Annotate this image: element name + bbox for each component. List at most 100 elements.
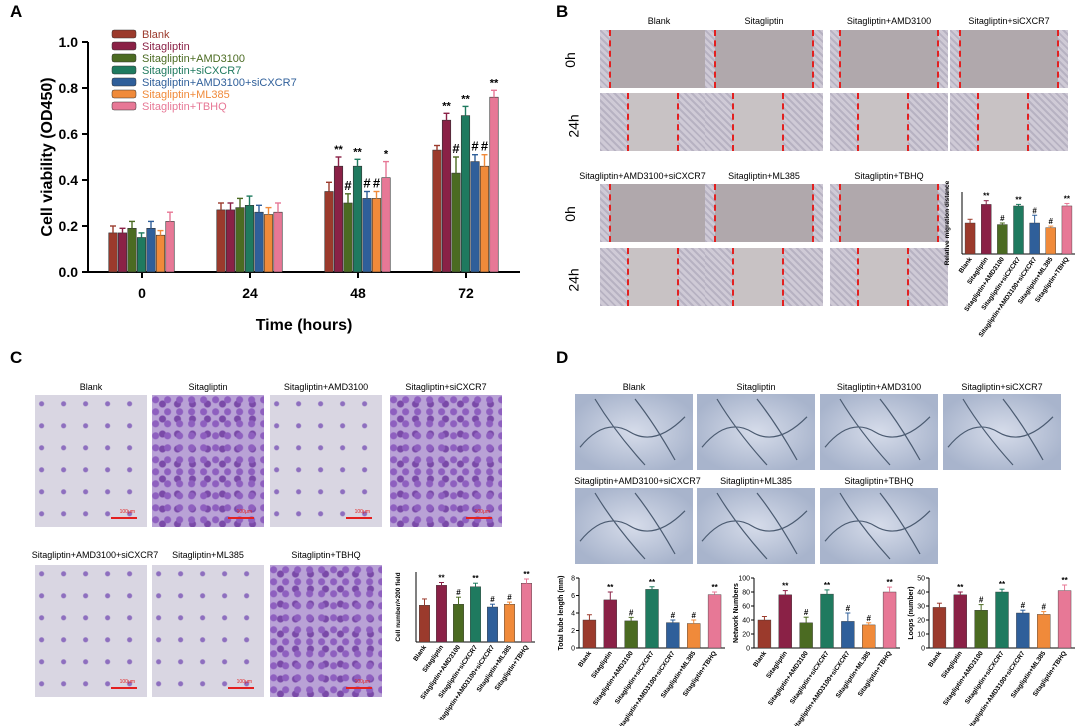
significance-mark: ** [1015, 195, 1022, 204]
significance-mark: # [1041, 603, 1046, 612]
scratch-micrograph [705, 248, 823, 306]
transwell-micrograph: 100μm [35, 565, 147, 697]
significance-mark: # [490, 595, 495, 604]
bar [216, 209, 226, 273]
wound-gap [840, 184, 938, 242]
scratch-micrograph [600, 30, 718, 88]
scratch-micrograph [830, 248, 948, 306]
scale-label: 100μm [236, 679, 252, 685]
tube-micrograph [697, 394, 815, 470]
tube-path [579, 398, 686, 466]
wound-edge-line [677, 248, 679, 306]
wound-edge-line [1027, 93, 1029, 151]
significance-mark: ** [957, 583, 964, 592]
significance-mark: ** [490, 77, 499, 89]
y-tick-label: 2 [571, 628, 575, 635]
bar [1061, 205, 1073, 255]
significance-mark: # [1032, 206, 1037, 215]
wound-edge-line [907, 93, 909, 151]
bar [882, 591, 897, 649]
bar [479, 165, 490, 273]
wound-edge-line [1057, 30, 1059, 88]
significance-mark: # [804, 608, 809, 617]
scratch-micrograph [705, 93, 823, 151]
significance-mark: # [846, 604, 851, 613]
wound-edge-line [857, 248, 859, 306]
transwell-micrograph: 100μm [270, 565, 382, 697]
bar [165, 221, 175, 273]
bar [687, 623, 701, 649]
wound-edge-line [937, 184, 939, 242]
tube-title: Sitagliptin+TBHQ [844, 476, 914, 486]
y-tick-label: 30 [917, 604, 925, 611]
tube-title: Sitagliptin+ML385 [720, 476, 792, 486]
scratch-title: Sitagliptin+siCXCR7 [968, 16, 1050, 26]
y-tick-label: 40 [917, 590, 925, 597]
scratch-title: Sitagliptin+AMD3100+siCXCR7 [579, 171, 706, 181]
bar [997, 224, 1008, 255]
legend-label: Sitagliptin+TBHQ [142, 101, 227, 113]
bar [235, 207, 245, 273]
tube-micrograph [820, 394, 938, 470]
bar [1016, 612, 1030, 649]
scratch-title: Blank [647, 16, 671, 26]
time-row-label: 24h [565, 268, 582, 292]
scale-label: 100μm [354, 679, 370, 685]
scratch-title: Sitagliptin [744, 16, 784, 26]
transwell-micrograph: 100μm [152, 565, 264, 697]
legend-label: Sitagliptin+AMD3100 [142, 53, 245, 65]
scale-label: 100μm [474, 509, 490, 515]
bar [155, 234, 166, 273]
transwell-micrograph: 100μm [35, 395, 147, 527]
significance-mark: # [866, 614, 871, 623]
significance-mark: # [1049, 217, 1054, 226]
y-tick-label: 0.4 [59, 172, 79, 188]
bar [707, 594, 722, 649]
scale-bar [228, 517, 254, 519]
significance-mark: # [979, 596, 984, 605]
wound-gap [858, 248, 908, 306]
bar [453, 604, 464, 643]
tube-micrograph [820, 488, 938, 564]
wound-edge-line [959, 30, 961, 88]
bar [244, 205, 255, 273]
bar [343, 202, 353, 273]
y-axis-label: Cell viability (OD450) [39, 77, 56, 236]
bar [757, 619, 772, 649]
y-tick-label: 1.0 [59, 34, 79, 50]
x-tick-label: 72 [458, 285, 474, 301]
chart-b-migration: Relative migration distanceBlank**Sitagl… [944, 180, 1075, 339]
legend-swatch [111, 53, 137, 63]
wound-edge-line [609, 184, 611, 242]
significance-mark: # [691, 611, 696, 620]
bar [974, 610, 988, 649]
tube-title: Sitagliptin+AMD3100+siCXCR7 [574, 476, 701, 486]
significance-mark: # [629, 608, 634, 617]
panel-letter-d: D [556, 348, 569, 367]
x-tick-label: Blank [412, 644, 428, 663]
legend-label: Sitagliptin+ML385 [142, 89, 230, 101]
bar [489, 96, 499, 273]
bar [117, 232, 128, 273]
x-tick-label: Blank [752, 650, 768, 669]
bar [1013, 205, 1024, 255]
wound-gap [610, 30, 708, 88]
bar [778, 594, 792, 649]
bar [324, 191, 334, 273]
bar [146, 228, 156, 273]
time-row-label: 0h [561, 206, 578, 222]
significance-mark: ** [999, 580, 1006, 589]
bar [419, 605, 430, 643]
bar [603, 599, 617, 649]
time-row-label: 0h [561, 52, 578, 68]
transwell-title: Sitagliptin+AMD3100+siCXCR7 [31, 550, 159, 560]
wound-edge-line [677, 93, 679, 151]
significance-mark: ** [607, 583, 614, 592]
x-tick-label: Sitagliptin+AMD3100 [592, 650, 635, 707]
wound-gap [715, 30, 813, 88]
y-axis-label: Total tube length (mm) [558, 576, 565, 651]
bar [436, 585, 447, 643]
bar [273, 211, 283, 273]
bar [225, 209, 236, 273]
